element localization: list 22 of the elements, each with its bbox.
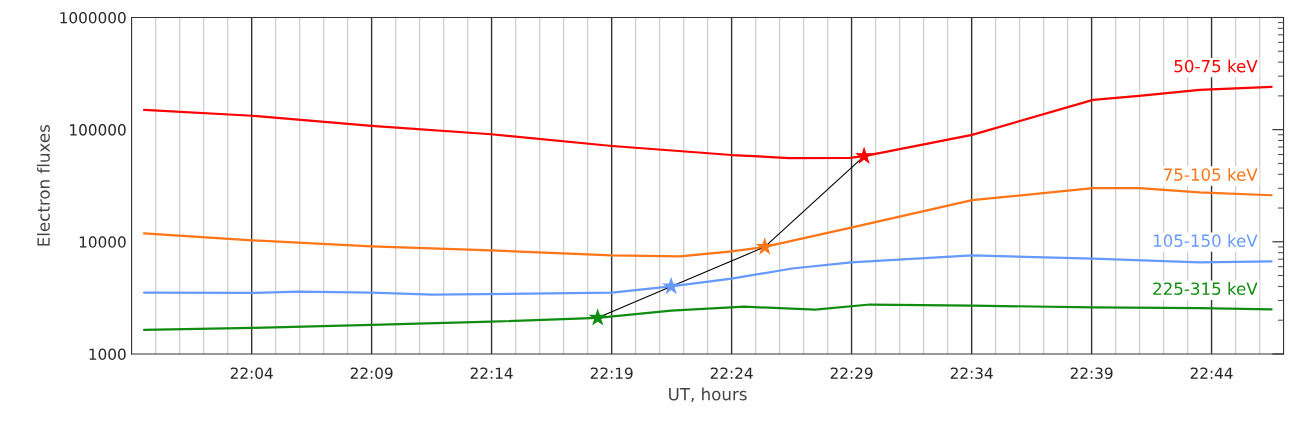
y-tick-label: 1000: [89, 348, 126, 360]
x-tick-label: 22:39: [1070, 367, 1113, 379]
x-tick-label: 22:34: [950, 367, 993, 379]
line-series: [143, 303, 1273, 331]
x-tick-label: 22:09: [350, 367, 393, 379]
y-tick-label: 1000000: [60, 11, 126, 24]
x-tick-label: 22:29: [830, 367, 873, 379]
line-series: [143, 254, 1273, 296]
y-tick-label: 10000: [79, 236, 126, 248]
y-tick-label: 100000: [70, 124, 126, 136]
series-label: 75-105 keV: [1164, 168, 1258, 181]
x-tick-label: 22:44: [1190, 367, 1233, 379]
line-series: [143, 187, 1273, 258]
series-label: 50-75 keV: [1174, 59, 1258, 73]
y-axis-title: Electron fluxes: [36, 125, 50, 246]
series-label: 105-150 keV: [1153, 234, 1258, 247]
x-tick-label: 22:19: [590, 367, 633, 379]
series-label: 225-315 keV: [1153, 282, 1258, 295]
x-tick-label: 22:14: [470, 367, 513, 379]
x-tick-label: 22:24: [710, 367, 753, 379]
x-axis-title: UT, hours: [669, 387, 747, 403]
x-tick-label: 22:04: [230, 367, 273, 379]
